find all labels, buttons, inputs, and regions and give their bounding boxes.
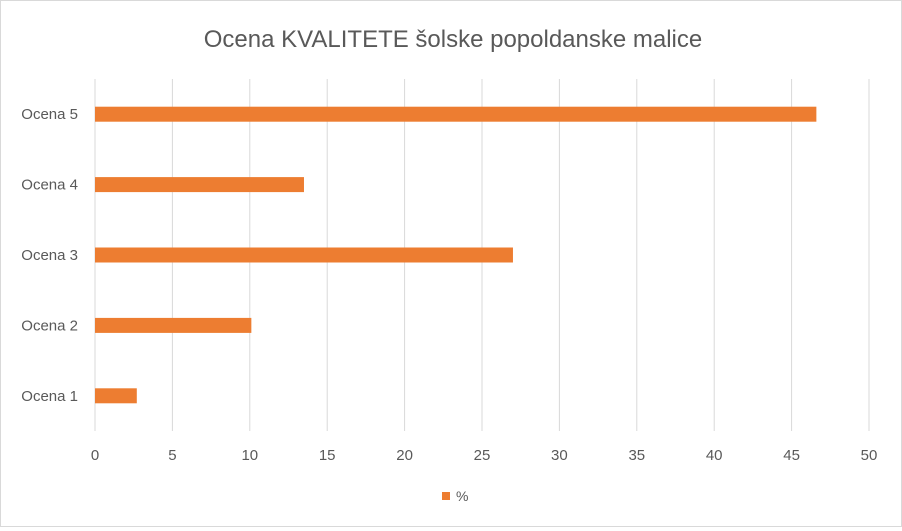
category-label: Ocena 2 [21,317,78,334]
legend: % [442,488,468,504]
x-tick-label: 30 [551,447,568,464]
legend-label: % [456,488,468,504]
x-tick-label: 10 [241,447,258,464]
bar [95,317,252,333]
category-label: Ocena 3 [21,247,78,264]
legend-swatch [442,492,450,500]
x-tick-label: 35 [628,447,645,464]
x-tick-label: 15 [319,447,336,464]
bar [95,388,137,404]
x-tick-label: 20 [396,447,413,464]
bar [95,177,304,193]
x-tick-label: 50 [861,447,878,464]
category-label: Ocena 1 [21,388,78,405]
bars [95,106,817,404]
x-tick-labels: 0 5 10 15 20 25 30 35 40 45 50 [91,447,878,464]
x-tick-label: 45 [783,447,800,464]
x-tick-label: 25 [474,447,491,464]
x-tick-label: 0 [91,447,99,464]
category-label: Ocena 5 [21,106,78,123]
category-label: Ocena 4 [21,177,78,194]
x-tick-label: 40 [706,447,723,464]
chart-title: Ocena KVALITETE šolske popoldanske malic… [204,26,702,53]
category-labels: Ocena 1 Ocena 2 Ocena 3 Ocena 4 Ocena 5 [21,106,78,405]
x-tick-label: 5 [168,447,176,464]
bar [95,106,817,122]
bar [95,247,513,263]
